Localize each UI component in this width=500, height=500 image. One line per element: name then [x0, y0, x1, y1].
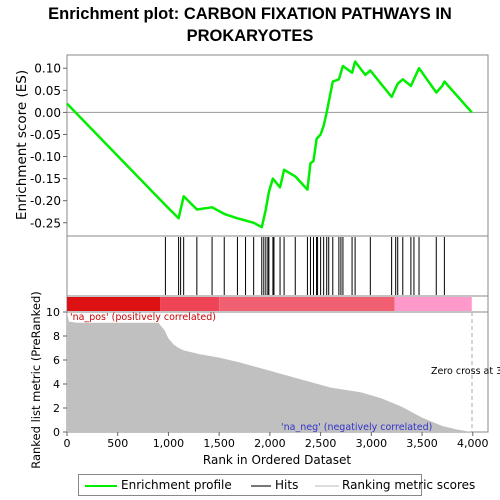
hits-panel: [66, 235, 489, 297]
legend-profile-label: Enrichment profile: [121, 478, 232, 492]
x-tick-label: 2,500: [305, 437, 337, 450]
colorbar-pos-region: [67, 297, 161, 311]
metric-ytick-label: 6: [53, 354, 60, 367]
legend-hits-label: Hits: [275, 478, 299, 492]
es-ytick-label: -0.10: [30, 150, 61, 164]
legend: Enrichment profile Hits Ranking metric s…: [78, 474, 475, 496]
metric-ytick-label: 10: [46, 306, 60, 319]
x-tick-label: 0: [64, 437, 71, 450]
es-panel: [66, 54, 489, 237]
x-tick-label: 500: [107, 437, 128, 450]
es-ytick-label: -0.25: [30, 216, 61, 230]
na-neg-label: 'na_neg' (negatively correlated): [281, 422, 432, 433]
es-ytick-label: 0.00: [34, 106, 61, 120]
x-tick-label: 4,000: [457, 437, 489, 450]
es-ytick-label: 0.10: [34, 62, 61, 76]
metric-ytick-label: 2: [53, 402, 60, 415]
es-ytick-label: 0.05: [34, 84, 61, 98]
legend-ranking-swatch: [315, 485, 339, 487]
metric-ytick-label: 0: [53, 426, 60, 439]
es-ytick-label: -0.20: [30, 194, 61, 208]
chart-title-line2: PROKARYOTES: [187, 27, 314, 45]
metric-ylabel: Ranked list metric (PreRanked): [29, 291, 43, 469]
x-tick-label: 3,000: [356, 437, 388, 450]
colorbar-neg-region: [394, 297, 472, 311]
x-tick-label: 3,500: [406, 437, 438, 450]
x-tick-label: 1,500: [203, 437, 235, 450]
ranking-color-bar: [67, 297, 472, 311]
zero-cross-label: Zero cross at 3: [431, 366, 500, 377]
chart-title-line1: Enrichment plot: CARBON FIXATION PATHWAY…: [48, 5, 452, 23]
ranked-metric-area: [67, 312, 472, 432]
metric-yticks: 0 2 4 6 8 10: [46, 306, 67, 439]
x-axis-ticks: 0 500 1,000 1,500 2,000 2,500 3,000 3,500 4,000: [64, 432, 489, 450]
colorbar-mid-region: [219, 297, 395, 311]
x-tick-label: 1,000: [153, 437, 185, 450]
legend-ranking-label: Ranking metric scores: [342, 478, 476, 492]
es-ytick-label: -0.05: [30, 128, 61, 142]
enrichment-profile-line: [66, 60, 473, 229]
x-axis-label: Rank in Ordered Dataset: [203, 453, 351, 467]
hit-lines: [164, 237, 445, 295]
es-yticks: -0.25 -0.20 -0.15 -0.10 -0.05 0.00 0.05 0.10: [30, 62, 67, 230]
metric-ytick-label: 4: [53, 378, 60, 391]
x-tick-label: 2,000: [254, 437, 286, 450]
es-ytick-label: -0.15: [30, 172, 61, 186]
na-pos-label: 'na_pos' (positively correlated): [70, 312, 216, 323]
metric-ytick-label: 8: [53, 330, 60, 343]
es-ylabel: Enrichment score (ES): [14, 70, 30, 220]
legend-hits-swatch: [251, 485, 271, 487]
colorbar-pos-fade: [160, 297, 220, 311]
legend-profile-swatch: [85, 485, 117, 487]
